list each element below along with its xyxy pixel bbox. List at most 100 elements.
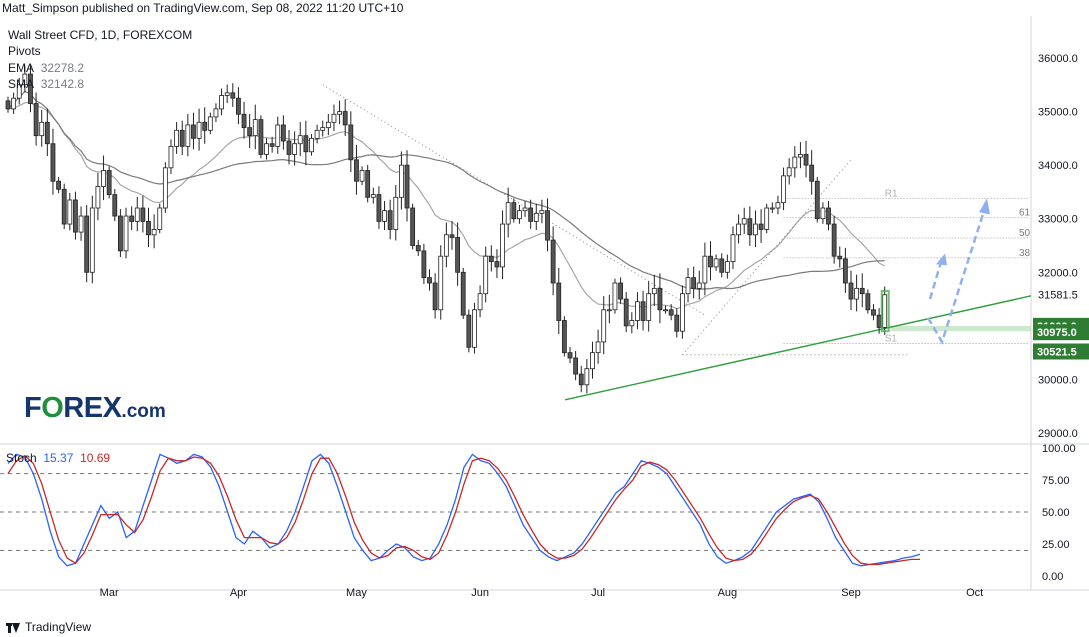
tradingview-footer[interactable]: TradingView [0,617,1089,637]
candle-body [467,315,471,347]
month-tick-label: Jul [591,587,605,599]
candle-body [534,213,538,221]
ema-line [8,103,885,309]
candle-body [265,144,269,155]
candle-body [220,96,224,109]
month-tick-label: Apr [230,587,247,599]
sma-value: 32142.8 [41,77,84,91]
candle-body [191,125,195,138]
candle-body [652,288,656,293]
candle-body [270,144,274,147]
candle-body [203,122,207,130]
candle-body [529,208,533,221]
candle-body [405,165,409,208]
candle-body [590,353,594,369]
candle-body [118,216,122,251]
candle-body [495,262,499,267]
candle-body [596,342,600,353]
stoch-d-line [8,456,920,565]
candle-body [602,310,606,342]
candle-body [428,278,432,283]
price-pane: R1615038S1 [6,64,1031,399]
candle-body [787,168,791,176]
stoch-tick-label: 0.00 [1042,571,1063,583]
price-tick-label: 33000.0 [1038,214,1078,226]
candle-body [281,125,285,141]
ema-value: 32278.2 [41,61,84,75]
candle-body [551,240,555,283]
candle-body [669,310,673,315]
candle-body [439,256,443,310]
candle-body [73,200,77,232]
candle-body [630,321,634,326]
candle-body [40,122,44,135]
sma-legend: SMA 32142.8 [8,77,84,92]
candle-body [57,181,61,189]
candle-body [506,203,510,224]
dotted-trendline-2 [682,160,851,355]
candle-body [714,259,718,267]
ema-label: EMA [8,61,34,75]
candle-body [765,208,769,229]
candle-body [309,138,313,151]
candle-body [180,130,184,146]
candle-body [45,122,49,143]
candle-body [197,122,201,138]
candle-body [107,171,111,195]
candle-body [579,374,583,385]
candle-body [349,125,353,160]
stoch-k-value: 15.37 [43,451,73,465]
candle-body [585,369,589,385]
candle-body [343,112,347,125]
candle-body [399,165,403,197]
price-tick-label: 32000.0 [1038,267,1078,279]
candle-body [163,168,167,208]
candle-body [287,141,291,154]
candle-body [489,256,493,261]
candle-body [866,294,870,310]
candle-body [175,130,179,146]
candle-body [523,208,527,211]
month-tick-label: May [346,587,367,599]
candle-body [152,229,156,234]
candle-body [416,246,420,251]
candle-body [411,208,415,246]
candle-body [613,283,617,310]
candle-body [141,208,145,221]
candle-body [731,235,735,262]
candle-body [276,125,280,146]
chart-area[interactable]: R1 61 50 38 S1 36000.0 35000.0 34000.0 33000.0 3… [0,16,1089,617]
projection-arrow-1 [930,259,942,299]
candle-body [236,98,240,114]
symbol-legend: Wall Street CFD, 1D, FOREXCOM [8,28,192,43]
candle-body [546,211,550,240]
candle-body [90,208,94,272]
candle-body [821,208,825,219]
candle-body [748,219,752,235]
candle-body [849,283,853,299]
candle-body [444,235,448,256]
candle-body [860,288,864,293]
candle-body [827,208,831,224]
candle-body [124,216,128,251]
tradingview-logo-icon [6,623,20,633]
pivot-label: R1 [885,188,898,199]
candle-body [838,256,842,259]
candle-body [877,315,881,327]
month-tick-label: Aug [718,587,738,599]
candle-body [641,302,645,321]
pivot-label: 38 [1019,248,1031,259]
stoch-tick-label: 25.00 [1042,539,1070,551]
candle-body [147,221,151,234]
stoch-tick-label: 50.00 [1042,507,1070,519]
candle-body [394,197,398,229]
publisher-header: Matt_Simpson published on TradingView.co… [0,0,1089,16]
candle-body [635,302,639,321]
ema-legend: EMA 32278.2 [8,61,84,76]
candle-body [338,112,342,115]
candle-body [832,224,836,256]
candle-body [248,128,252,136]
candle-body [304,136,308,152]
candle-body [793,157,797,168]
candle-body [574,358,578,374]
